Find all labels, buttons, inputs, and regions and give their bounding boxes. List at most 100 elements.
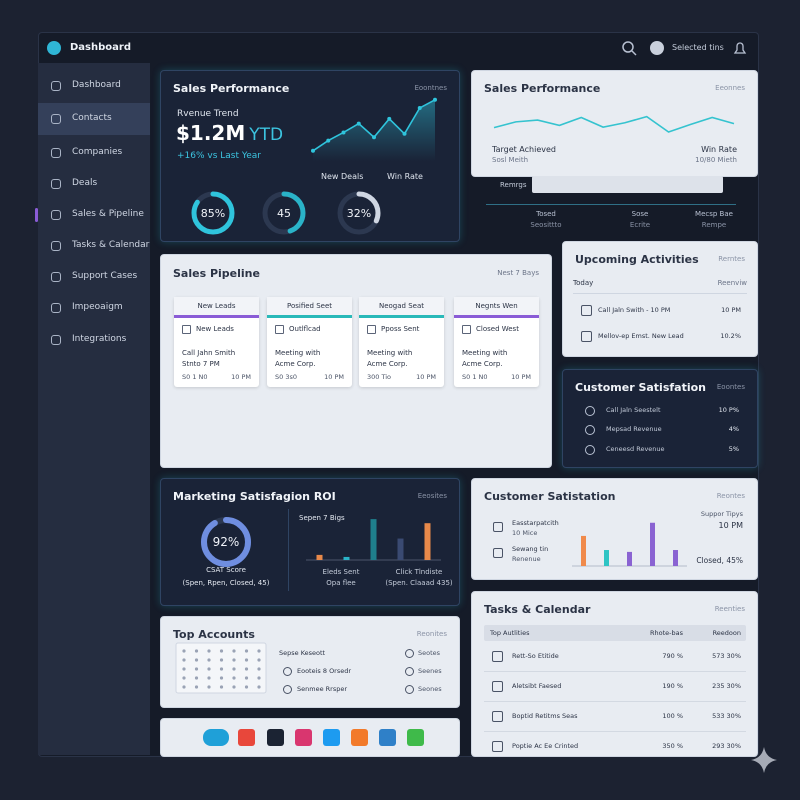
search-icon[interactable] [622,41,634,53]
menu-item[interactable]: Impeoaigm [72,302,123,312]
bar [627,551,632,566]
trend-point [387,116,392,121]
menu-item[interactable]: Tasks & Calendar [72,240,150,250]
row-sub: 10 Mice [512,529,538,537]
card-footer: 10 PM [511,373,531,381]
menu-item[interactable]: Dashboard [72,80,121,90]
checkbox[interactable] [492,741,503,752]
chart: 85% 45 32% [191,191,381,235]
card-line: Stnto 7 PM [182,360,220,368]
row-icon [493,522,503,532]
menu-item[interactable]: Deals [72,178,98,188]
item-icon [283,685,292,694]
account-status: Seenes [418,667,442,675]
avatar[interactable] [650,41,664,55]
sales-performance-panel-2: Sales Performance Eeonnes Target Achieved S… [471,70,758,177]
trend-point [341,130,346,135]
range[interactable]: Nest 7 Bays [497,269,539,277]
trend-line [493,115,735,133]
menu-item[interactable]: Support Cases [72,271,138,281]
donut-arc [262,191,306,235]
chart: 92% [201,517,251,567]
tag: Outlflcad [289,325,321,333]
task-name: Boptid Retitms Seas [512,712,578,720]
checkbox[interactable] [492,651,503,662]
panel-action[interactable]: Eoontes [716,383,745,391]
customer-satisfaction-panel: Customer Satisfation Eoontes Call Jaln See… [562,369,758,468]
row-divider [484,731,746,732]
panel-action[interactable]: Reonites [416,630,447,638]
chart [493,115,735,133]
panel-title: Upcoming Activities [575,253,699,266]
panel-action[interactable]: Reontes [716,492,745,500]
top-bar-icons [47,41,747,56]
activity-value: 10.2% [720,332,741,340]
calendar-day [257,658,261,662]
customer-satisfaction-panel-2: Customer Satistation Reontes Easstarpatcit… [471,478,758,580]
pipeline-column: Posified Seet Outlflcad Meeting with Acme C… [267,297,352,387]
task-value: 293 30% [712,742,741,750]
logo[interactable] [379,729,396,746]
account-name: Senmee Rrsper [297,685,348,693]
calendar-day [232,649,236,653]
column-header: Negnts Wen [475,302,518,310]
calendar-day [194,667,199,671]
checkbox[interactable] [492,681,503,692]
row-text: Ceneesd Revenue [606,445,665,453]
menu-item[interactable]: Integrations [72,334,127,344]
calendar-day [219,667,224,671]
chart [175,642,267,694]
calendar-day [232,676,236,680]
section-action[interactable]: Reenviw [717,279,747,287]
chart [306,519,441,561]
logo[interactable] [238,729,255,746]
calendar-day [219,658,224,662]
logo[interactable] [295,729,312,746]
logo[interactable] [351,729,368,746]
logo[interactable] [203,729,229,746]
active-item-bg [38,103,150,135]
tag-icon [182,325,191,334]
logo[interactable] [407,729,424,746]
panel-action[interactable]: Eeosites [417,492,447,500]
column-header-bg [267,297,352,318]
table-header: Top Autlities [490,629,530,637]
logo[interactable] [323,729,340,746]
tab-label[interactable]: Remrgs [500,181,527,189]
menu-icon [51,148,61,158]
caption: (Spen. Claaad 435) [385,579,453,587]
card-footer: S0 1 N0 [182,373,208,381]
sidebar [38,63,150,755]
card-line: Acme Corp. [367,360,408,368]
user-name[interactable]: Selected tins [672,43,724,52]
logo[interactable] [267,729,284,746]
activity-text: Mellov-ep Emst. New Lead [598,332,684,340]
card-footer: S0 1 N0 [462,373,488,381]
sidebar-menu: Dashboard Contacts Companies Deals Sales & P… [35,63,150,755]
panel-action[interactable]: Eeonnes [715,84,745,92]
trend-point [402,131,407,136]
tag-icon [367,325,376,334]
panel-action[interactable]: Rerntes [718,255,745,263]
menu-item[interactable]: Companies [72,147,123,157]
sales-pipeline-panel: Sales Pipeline Nest 7 Bays New Leads New Le… [160,254,552,468]
pipeline-column: Negnts Wen Closed West Meeting with Acme Co… [454,297,539,387]
panel-action[interactable]: Reenties [714,605,745,613]
row-sub: Renenue [512,555,541,563]
checkbox[interactable] [492,711,503,722]
stat-value: Rempe [701,221,727,229]
row-text: Sewang tin [512,545,549,553]
menu-item[interactable]: Contacts [72,113,112,123]
bell-icon[interactable] [733,42,747,54]
task-value: 790 % [662,652,683,660]
trend-point [356,121,361,126]
calendar-day [207,649,211,653]
menu-item[interactable]: Sales & Pipeline [72,209,144,219]
donut-label: 85% [201,207,225,220]
panel-action[interactable]: Eoontnes [414,84,447,92]
calendar-day [182,667,186,671]
row-text: Mepsad Revenue [606,425,662,433]
bar [581,535,586,566]
stat-name: Sose [631,210,649,218]
panel-title: Sales Performance [173,82,290,95]
